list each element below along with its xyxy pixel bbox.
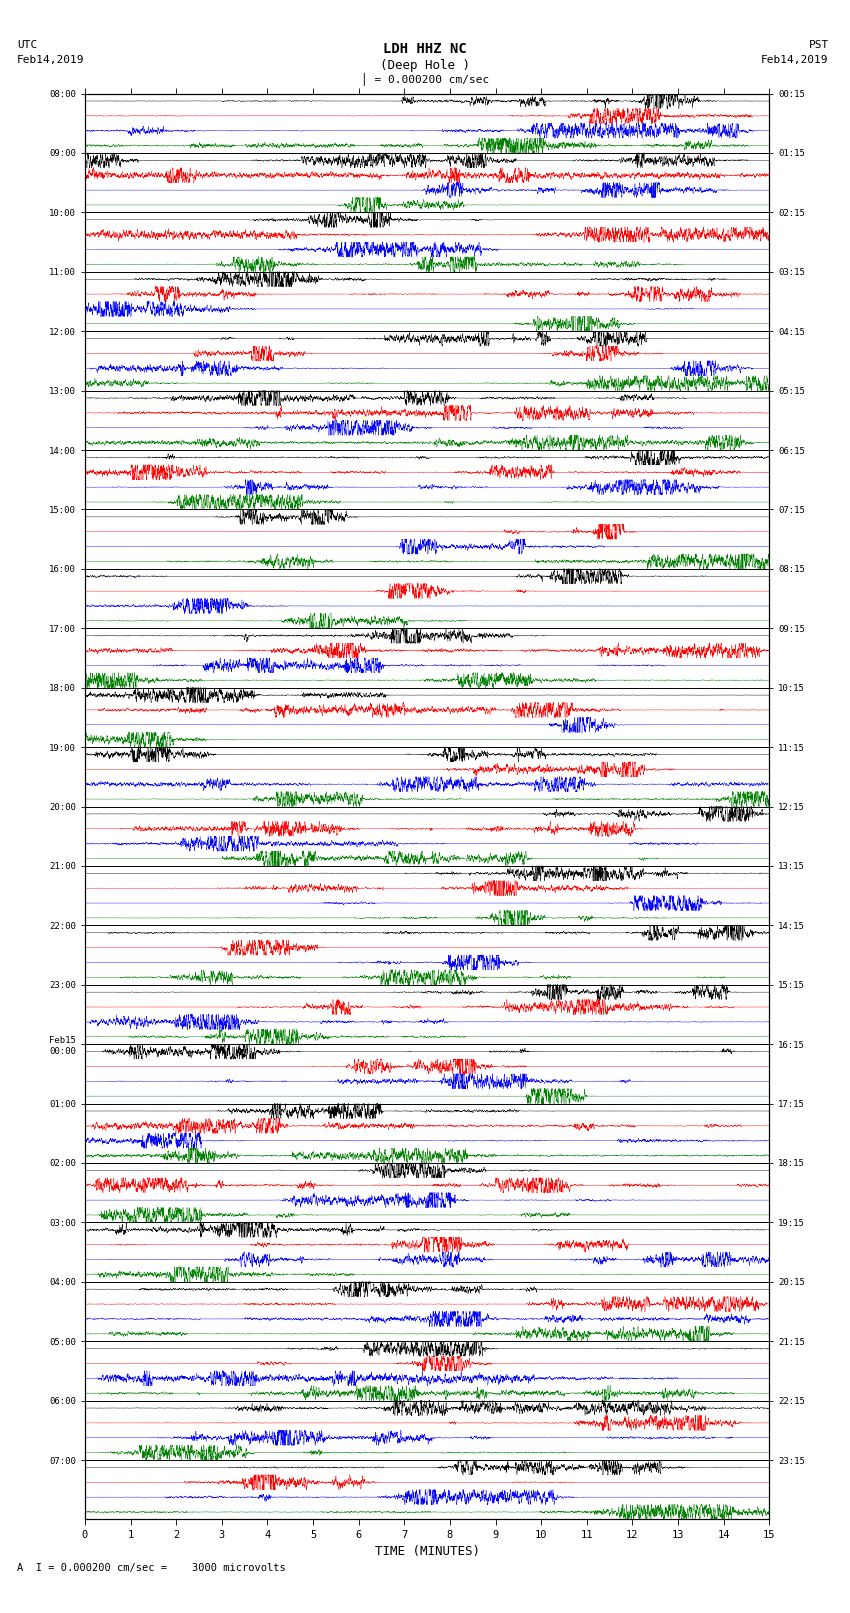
Text: │ = 0.000200 cm/sec: │ = 0.000200 cm/sec	[361, 73, 489, 87]
Text: (Deep Hole ): (Deep Hole )	[380, 58, 470, 73]
X-axis label: TIME (MINUTES): TIME (MINUTES)	[375, 1545, 479, 1558]
Text: LDH HHZ NC: LDH HHZ NC	[383, 42, 467, 56]
Text: A  I = 0.000200 cm/sec =    3000 microvolts: A I = 0.000200 cm/sec = 3000 microvolts	[17, 1563, 286, 1573]
Text: Feb14,2019: Feb14,2019	[17, 55, 84, 65]
Text: Feb14,2019: Feb14,2019	[762, 55, 829, 65]
Text: UTC: UTC	[17, 40, 37, 50]
Text: PST: PST	[808, 40, 829, 50]
